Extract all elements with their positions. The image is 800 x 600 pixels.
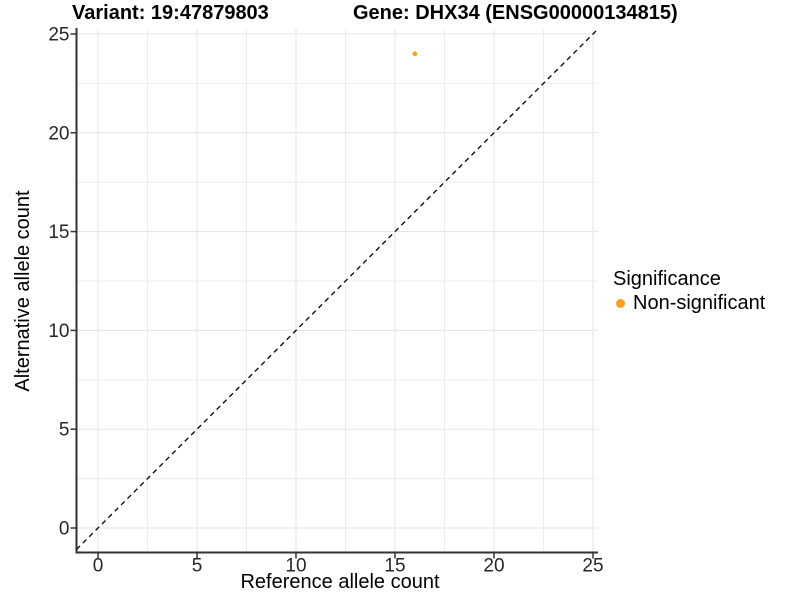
x-tick-label: 0 — [93, 556, 104, 577]
legend-point-circle-icon — [616, 299, 625, 308]
x-tick-label: 10 — [285, 556, 306, 577]
y-tick-label: 20 — [48, 123, 69, 144]
identity-reference-line — [76, 28, 599, 550]
x-tick-label: 15 — [384, 556, 405, 577]
y-tick-label: 10 — [48, 321, 69, 342]
x-tick-label: 20 — [483, 556, 504, 577]
y-tick-label: 0 — [59, 519, 70, 540]
plot-title-gene: Gene: DHX34 (ENSG00000134815) — [353, 2, 678, 24]
legend-item-non-significant: Non-significant — [613, 292, 765, 315]
y-tick-label: 15 — [48, 222, 69, 243]
x-tick-label: 5 — [192, 556, 203, 577]
plot-title-variant: Variant: 19:47879803 — [72, 2, 269, 24]
y-tick-label: 5 — [59, 420, 70, 441]
legend: Significance Non-significant — [613, 268, 765, 315]
data-point — [412, 51, 418, 57]
y-tick-label: 25 — [48, 25, 69, 46]
legend-item-label: Non-significant — [633, 292, 766, 314]
x-tick-label: 25 — [582, 556, 603, 577]
y-axis-title: Alternative allele count — [12, 190, 34, 392]
x-axis-title: Reference allele count — [240, 571, 440, 593]
legend-title: Significance — [613, 268, 721, 290]
